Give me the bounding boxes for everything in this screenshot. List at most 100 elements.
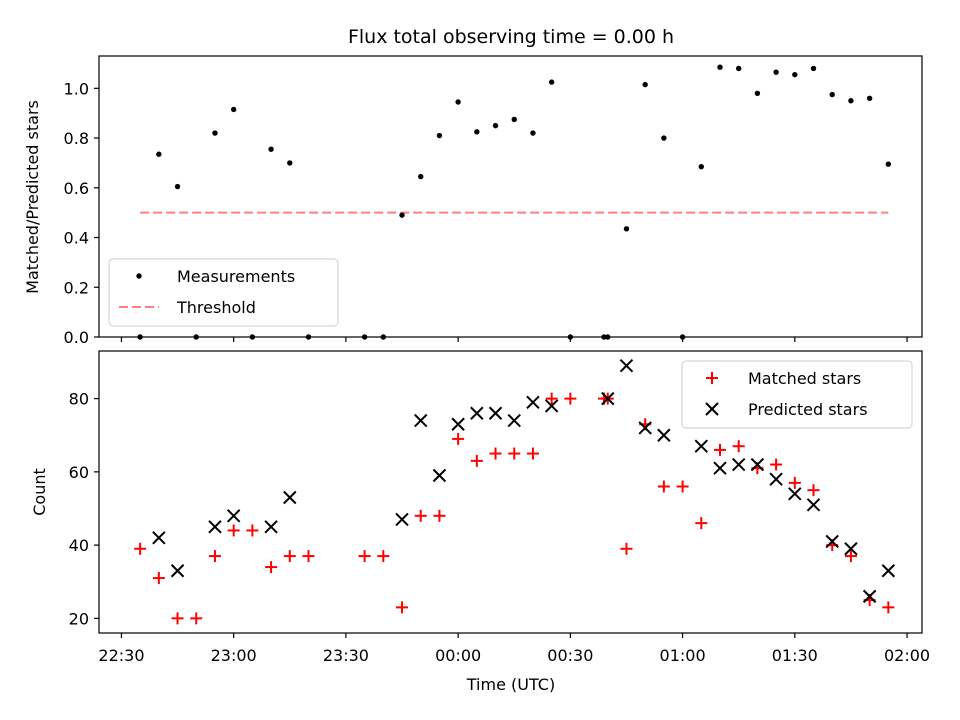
- measurement-point: [717, 64, 723, 70]
- measurement-point: [866, 95, 873, 101]
- predicted-star-point: [395, 512, 409, 527]
- predicted-star-point: [283, 490, 297, 505]
- matched-star-point: [452, 432, 465, 445]
- matched-star-point: [732, 440, 745, 453]
- measurement-point: [642, 81, 648, 88]
- measurement-point: [268, 146, 274, 152]
- predicted-star-point: [657, 428, 671, 442]
- x-axis-label: Time (UTC): [466, 675, 555, 694]
- predicted-star-point: [788, 487, 802, 501]
- measurement-point: [436, 132, 443, 139]
- x-tick-label: 01:30: [772, 646, 818, 665]
- matched-star-point: [265, 561, 278, 574]
- predicted-star-point: [208, 520, 222, 534]
- legend-matched-label: Matched stars: [748, 369, 861, 388]
- predicted-star-point: [488, 406, 503, 420]
- legend-threshold-label: Threshold: [176, 298, 256, 317]
- measurement-point: [530, 130, 536, 136]
- predicted-star-point: [414, 413, 428, 428]
- x-tick-label: 02:00: [884, 646, 930, 665]
- predicted-star-point: [694, 439, 708, 453]
- top-y-tick-label: 0.0: [64, 328, 89, 347]
- bottom-legend: Matched stars Predicted stars: [681, 360, 913, 429]
- predicted-star-point: [731, 457, 746, 472]
- matched-star-point: [433, 509, 446, 522]
- matched-star-point: [508, 447, 521, 460]
- measurement-point: [623, 226, 630, 232]
- x-tick-label: 23:30: [323, 646, 369, 665]
- bottom-x-ticks: 22:30 23:00 23:30 00:00 00:30 01:00 01:30 02:00: [98, 633, 930, 665]
- predicted-star-point: [470, 406, 484, 420]
- measurement-point: [548, 79, 555, 85]
- matched-star-point: [152, 572, 165, 585]
- matched-star-point: [657, 480, 670, 493]
- matched-star-point: [208, 550, 221, 563]
- predicted-star-point: [451, 417, 465, 431]
- measurement-point: [773, 69, 779, 75]
- top-y-ticks: 0.0 0.2 0.4 0.6 0.8 1.0: [64, 79, 99, 347]
- measurement-point: [735, 65, 742, 72]
- predicted-star-point: [806, 498, 821, 512]
- predicted-star-point: [881, 564, 896, 578]
- top-y-tick-label: 0.6: [64, 179, 89, 198]
- matched-star-point: [545, 392, 558, 405]
- top-y-tick-label: 0.4: [64, 229, 89, 248]
- measurement-point: [399, 212, 405, 218]
- measurement-point: [230, 106, 237, 113]
- measurement-point: [754, 90, 761, 97]
- x-tick-label: 22:30: [98, 646, 144, 665]
- matched-star-point: [414, 509, 427, 522]
- measurement-point: [829, 91, 835, 98]
- measurement-point: [156, 151, 162, 157]
- matched-star-point: [713, 443, 726, 456]
- predicted-star-point: [844, 542, 858, 556]
- matched-star-point: [190, 612, 203, 625]
- measurement-point: [212, 130, 218, 136]
- measurement-point: [455, 99, 461, 105]
- measurement-point: [885, 161, 892, 167]
- matched-star-point: [489, 447, 502, 460]
- bottom-y-tick-label: 40: [69, 536, 89, 555]
- legend-predicted-label: Predicted stars: [748, 400, 868, 419]
- matched-star-point: [171, 612, 184, 625]
- matched-star-point: [246, 524, 259, 537]
- top-y-tick-label: 0.8: [64, 129, 89, 148]
- measurement-point: [474, 129, 480, 135]
- top-y-tick-label: 0.2: [64, 278, 89, 297]
- predicted-star-point: [170, 564, 185, 578]
- predicted-star-point: [769, 472, 783, 486]
- matched-star-point: [844, 550, 857, 563]
- bottom-plot-frame: [98, 350, 923, 634]
- predicted-star-point: [226, 509, 241, 523]
- measurement-point: [492, 122, 499, 129]
- predicted-star-point: [601, 391, 615, 406]
- predicted-star-point: [638, 421, 652, 435]
- measurement-point: [810, 65, 817, 72]
- measurement-point: [792, 71, 798, 78]
- matched-star-point: [377, 550, 390, 563]
- matched-star-point: [564, 392, 577, 405]
- matched-star-point: [302, 550, 315, 563]
- matched-star-point: [396, 601, 409, 614]
- measurement-point: [287, 160, 293, 166]
- measurement-point: [418, 173, 424, 180]
- legend-predicted-marker: [705, 402, 719, 416]
- bottom-y-ticks: 20 40 60 80: [69, 390, 99, 628]
- predicted-star-point: [152, 531, 166, 545]
- bottom-legend-box: [681, 360, 913, 429]
- top-chart-title: Flux total observing time = 0.00 h: [348, 26, 674, 48]
- top-y-axis-label: Matched/Predicted stars: [23, 100, 42, 294]
- matched-star-point: [283, 550, 296, 563]
- top-legend-box: [108, 258, 339, 327]
- measurement-point: [174, 183, 181, 190]
- predicted-star-point: [750, 457, 765, 472]
- predicted-star-point: [544, 399, 559, 413]
- predicted-star-point: [526, 395, 540, 409]
- matched-star-point: [676, 480, 689, 493]
- predicted-star-point: [713, 461, 727, 475]
- x-tick-label: 23:00: [211, 646, 257, 665]
- predicted-star-point: [619, 358, 634, 373]
- matched-star-point: [470, 454, 483, 467]
